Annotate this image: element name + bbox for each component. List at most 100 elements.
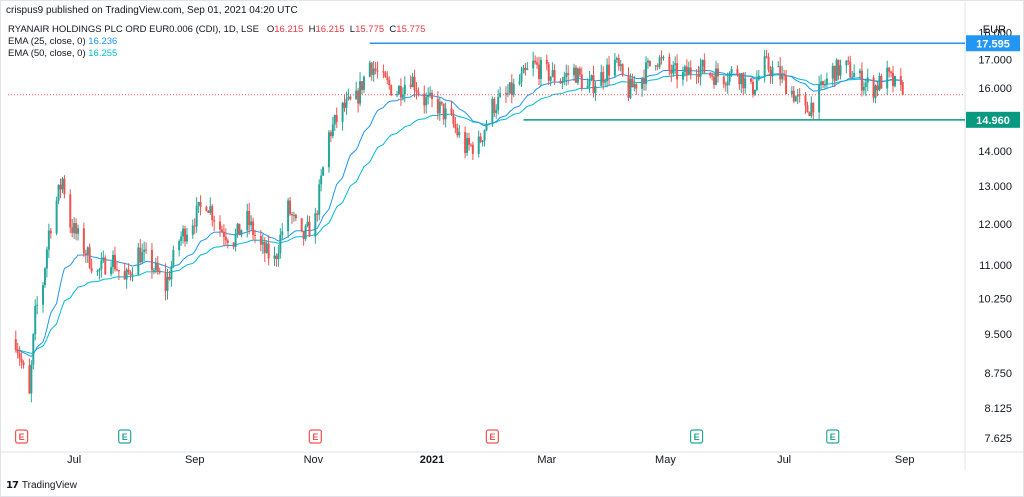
candle-body: [477, 136, 480, 155]
candle-body: [372, 68, 375, 75]
support-price-label: 14.960: [976, 115, 1010, 127]
candle-body: [236, 223, 239, 234]
earnings-marker-box: [118, 429, 132, 444]
candle-body: [687, 67, 690, 75]
candle-body: [376, 70, 379, 72]
candle-body: [510, 82, 513, 95]
candle-body: [864, 82, 867, 88]
x-tick-label: Sep: [185, 454, 205, 466]
candle-body: [703, 59, 706, 73]
chart-legend: RYANAIR HOLDINGS PLC ORD EUR0.006 (CDI),…: [8, 24, 425, 60]
candle-body: [835, 59, 838, 81]
candle-body: [606, 64, 609, 82]
candle-body: [866, 77, 869, 83]
candle-body: [608, 64, 611, 76]
legend-ema25-row[interactable]: EMA (25, close, 0) 16.236: [8, 36, 425, 48]
candle-body: [302, 231, 305, 240]
candle-body: [314, 213, 317, 237]
ema25-line: [15, 69, 904, 357]
candle-body: [238, 223, 241, 236]
candle-body: [261, 241, 264, 245]
candle-body: [178, 240, 181, 251]
candle-body: [794, 96, 797, 102]
candle-body: [578, 68, 581, 75]
tradingview-logo-icon: 17: [6, 480, 19, 491]
candle-body: [131, 274, 134, 276]
candle-body: [656, 65, 659, 67]
candle-body: [403, 84, 406, 95]
candle-body: [567, 73, 570, 76]
x-tick-label: Nov: [304, 454, 324, 466]
candle-body: [750, 78, 753, 82]
candle-body: [292, 214, 295, 216]
candle-body: [129, 272, 132, 276]
candle-body: [279, 234, 282, 254]
earnings-marker-icon[interactable]: E: [485, 429, 499, 444]
candle-body: [113, 254, 116, 270]
earnings-marker-icon[interactable]: E: [118, 429, 132, 444]
candle-body: [390, 85, 393, 96]
candle-body: [641, 77, 644, 89]
candle-body: [812, 102, 815, 113]
earnings-marker-icon[interactable]: E: [15, 429, 29, 444]
earnings-marker-box: [308, 429, 322, 444]
candle-body: [45, 249, 48, 269]
candle-body: [713, 76, 716, 85]
candle-body: [77, 228, 80, 234]
candle-body: [818, 84, 821, 113]
footer-brand[interactable]: 17 TradingView: [6, 480, 77, 491]
candle-body: [397, 85, 400, 95]
candle-body: [150, 249, 153, 271]
earnings-marker-icon[interactable]: E: [826, 429, 840, 444]
legend-ema50-row[interactable]: EMA (50, close, 0) 16.255: [8, 48, 425, 60]
candle-body: [47, 230, 50, 250]
candle-body: [415, 90, 418, 92]
symbol-label[interactable]: RYANAIR HOLDINGS PLC ORD EUR0.006 (CDI),…: [8, 24, 259, 35]
candle-body: [551, 70, 554, 77]
y-tick-label: 9.500: [984, 329, 1012, 341]
candle-body: [604, 81, 607, 83]
candle-body: [220, 229, 223, 232]
candle-body: [825, 78, 828, 85]
currency-label[interactable]: EUR: [982, 24, 1006, 36]
candle-body: [396, 94, 399, 96]
candle-body: [810, 102, 813, 116]
candle-body: [417, 91, 420, 94]
candle-body: [166, 277, 169, 291]
candle-body: [219, 221, 222, 230]
candle-body: [234, 233, 237, 247]
candle-body: [399, 85, 402, 98]
candle-body: [115, 269, 118, 271]
candle-body: [16, 349, 19, 354]
candle-body: [621, 64, 624, 76]
candle-body: [742, 73, 745, 89]
candle-body: [361, 81, 364, 90]
y-tick-label: 17.000: [978, 54, 1012, 66]
candle-body: [804, 95, 807, 106]
candle-body: [491, 98, 494, 125]
candle-body: [534, 60, 537, 63]
candle-body: [711, 75, 714, 77]
candle-body: [504, 93, 507, 95]
earnings-marker-icon[interactable]: E: [308, 429, 322, 444]
candle-body: [306, 221, 309, 226]
earnings-marker-label: E: [694, 432, 700, 442]
candle-body: [88, 247, 91, 268]
candle-body: [327, 132, 330, 168]
x-tick-label: Jul: [67, 454, 81, 466]
earnings-marker-icon[interactable]: E: [689, 429, 704, 444]
candle-body: [670, 69, 673, 74]
candle-body: [331, 124, 334, 137]
candle-body: [28, 365, 31, 394]
candle-body: [892, 73, 895, 87]
candle-body: [685, 66, 688, 75]
candle-body: [880, 75, 883, 89]
candle-body: [442, 103, 445, 120]
candle-body: [660, 57, 663, 59]
y-tick-label: 7.625: [984, 433, 1012, 445]
candle-body: [341, 102, 344, 122]
y-tick-label: 11.000: [979, 260, 1012, 272]
candle-body: [362, 76, 365, 90]
candle-body: [876, 85, 879, 91]
